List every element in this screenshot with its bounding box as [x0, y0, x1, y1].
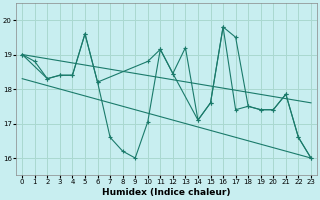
X-axis label: Humidex (Indice chaleur): Humidex (Indice chaleur): [102, 188, 231, 197]
